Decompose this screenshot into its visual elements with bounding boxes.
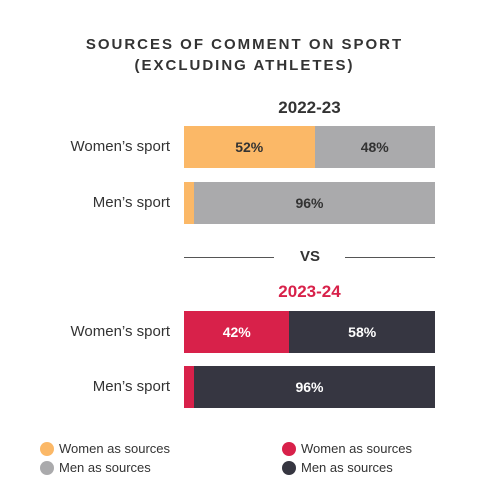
legend-label: Women as sources (59, 441, 171, 456)
legend-swatch (282, 461, 296, 475)
vs-label: VS (299, 248, 320, 265)
vs-divider-right (345, 257, 435, 258)
period-title-2023-24: 2023-24 (278, 282, 341, 301)
data-label: 96% (295, 195, 324, 211)
category-label: Men’s sport (92, 194, 170, 211)
category-label: Women’s sport (70, 323, 171, 340)
period-title-2022-23: 2022-23 (278, 98, 341, 117)
legend-label: Men as sources (59, 460, 151, 475)
legend-swatch (40, 461, 54, 475)
data-label: 48% (360, 139, 389, 155)
category-label: Men’s sport (92, 378, 170, 395)
bar-segment-men (289, 311, 435, 353)
legend-label: Men as sources (301, 460, 393, 475)
bar-segment-men (194, 182, 435, 224)
bar-segment-men (194, 366, 435, 408)
data-label: 42% (222, 324, 251, 340)
data-label: 96% (295, 379, 324, 395)
bar-segment-women (184, 126, 315, 168)
bar-segment-men (314, 126, 435, 168)
vs-divider-left (184, 257, 274, 258)
stacked-bar: 4%96% (184, 182, 435, 224)
legend-swatch (40, 442, 54, 456)
stacked-bar: 52% 48% (184, 126, 435, 168)
chart-title-line-2: (EXCLUDING ATHLETES) (134, 57, 355, 74)
bar-segment-women (184, 182, 195, 224)
data-label: 58% (348, 324, 377, 340)
legend-swatch (282, 442, 296, 456)
bar-segment-women (184, 311, 290, 353)
stacked-bar: 4%96% (184, 366, 435, 408)
category-label: Women’s sport (70, 138, 171, 155)
stacked-bar: 42% 58% (184, 311, 435, 353)
data-label: 52% (235, 139, 264, 155)
chart-title-line-1: SOURCES OF COMMENT ON SPORT (85, 36, 404, 53)
legend-label: Women as sources (301, 441, 413, 456)
bar-segment-women (184, 366, 195, 408)
